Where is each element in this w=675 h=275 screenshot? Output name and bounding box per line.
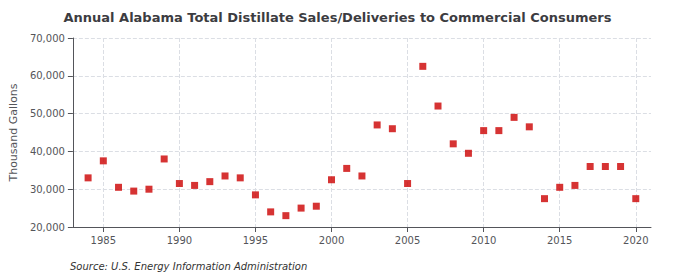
svg-text:60,000: 60,000: [30, 70, 65, 81]
svg-text:2000: 2000: [319, 235, 344, 246]
svg-text:1995: 1995: [243, 235, 268, 246]
svg-text:1990: 1990: [167, 235, 192, 246]
svg-text:20,000: 20,000: [30, 222, 65, 233]
svg-text:50,000: 50,000: [30, 108, 65, 119]
svg-text:Annual Alabama Total Distillat: Annual Alabama Total Distillate Sales/De…: [64, 10, 612, 25]
svg-text:40,000: 40,000: [30, 146, 65, 157]
svg-text:70,000: 70,000: [30, 33, 65, 44]
svg-text:2005: 2005: [395, 235, 420, 246]
svg-text:2020: 2020: [623, 235, 648, 246]
svg-text:2015: 2015: [547, 235, 572, 246]
svg-text:30,000: 30,000: [30, 184, 65, 195]
svg-text:Thousand Gallons: Thousand Gallons: [7, 83, 20, 182]
svg-text:2010: 2010: [471, 235, 496, 246]
svg-text:1985: 1985: [91, 235, 116, 246]
svg-text:Source: U.S. Energy Informatio: Source: U.S. Energy Information Administ…: [70, 261, 307, 272]
